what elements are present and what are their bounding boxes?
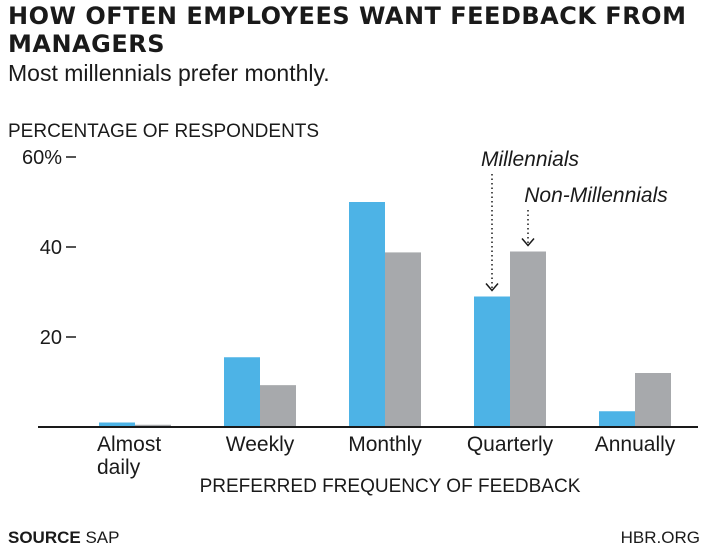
x-axis-title: PREFERRED FREQUENCY OF FEEDBACK: [200, 476, 581, 497]
y-axis-title: PERCENTAGE OF RESPONDENTS: [8, 121, 319, 142]
x-tick-label: Weekly: [226, 433, 295, 456]
annotation-arrow-millennials: [485, 283, 499, 292]
bar-millennials-weekly: [224, 357, 260, 427]
x-tick-label: Annually: [595, 433, 676, 456]
bar-non-millennials-weekly: [260, 385, 296, 427]
x-tick-label: Almost: [97, 433, 161, 456]
y-tick-label: 20: [40, 327, 62, 349]
y-tick-label: 60%: [22, 147, 62, 169]
chart-title: HOW OFTEN EMPLOYEES WANT FEEDBACK FROM M…: [8, 2, 687, 58]
bar-non-millennials-annually: [635, 373, 671, 427]
bar-millennials-annually: [599, 411, 635, 427]
bar-millennials-monthly: [349, 202, 385, 427]
y-tick-label: 40: [40, 237, 62, 259]
brand-url: HBR.ORG: [620, 528, 700, 547]
x-tick-label: Monthly: [348, 433, 422, 456]
source-label: SOURCE: [8, 528, 81, 547]
bar-chart: PERCENTAGE OF RESPONDENTS 20 40 60% Almostda…: [8, 121, 698, 497]
annotation-arrow-non-millennials: [521, 238, 535, 247]
source-value: SAP: [85, 528, 120, 547]
annotation-non-millennials: Non-Millennials: [524, 184, 668, 207]
bar-non-millennials-monthly: [385, 252, 421, 427]
annotation-millennials: Millennials: [481, 148, 580, 171]
bar-non-millennials-almost-daily: [135, 424, 171, 427]
chart-subtitle: Most millennials prefer monthly.: [8, 60, 330, 86]
bar-non-millennials-quarterly: [510, 251, 546, 427]
x-tick-label: Quarterly: [467, 433, 554, 456]
bar-millennials-almost-daily: [99, 422, 135, 427]
x-tick-label: daily: [97, 456, 141, 479]
source-note: SOURCE SAP: [8, 528, 120, 548]
bar-millennials-quarterly: [474, 296, 510, 427]
